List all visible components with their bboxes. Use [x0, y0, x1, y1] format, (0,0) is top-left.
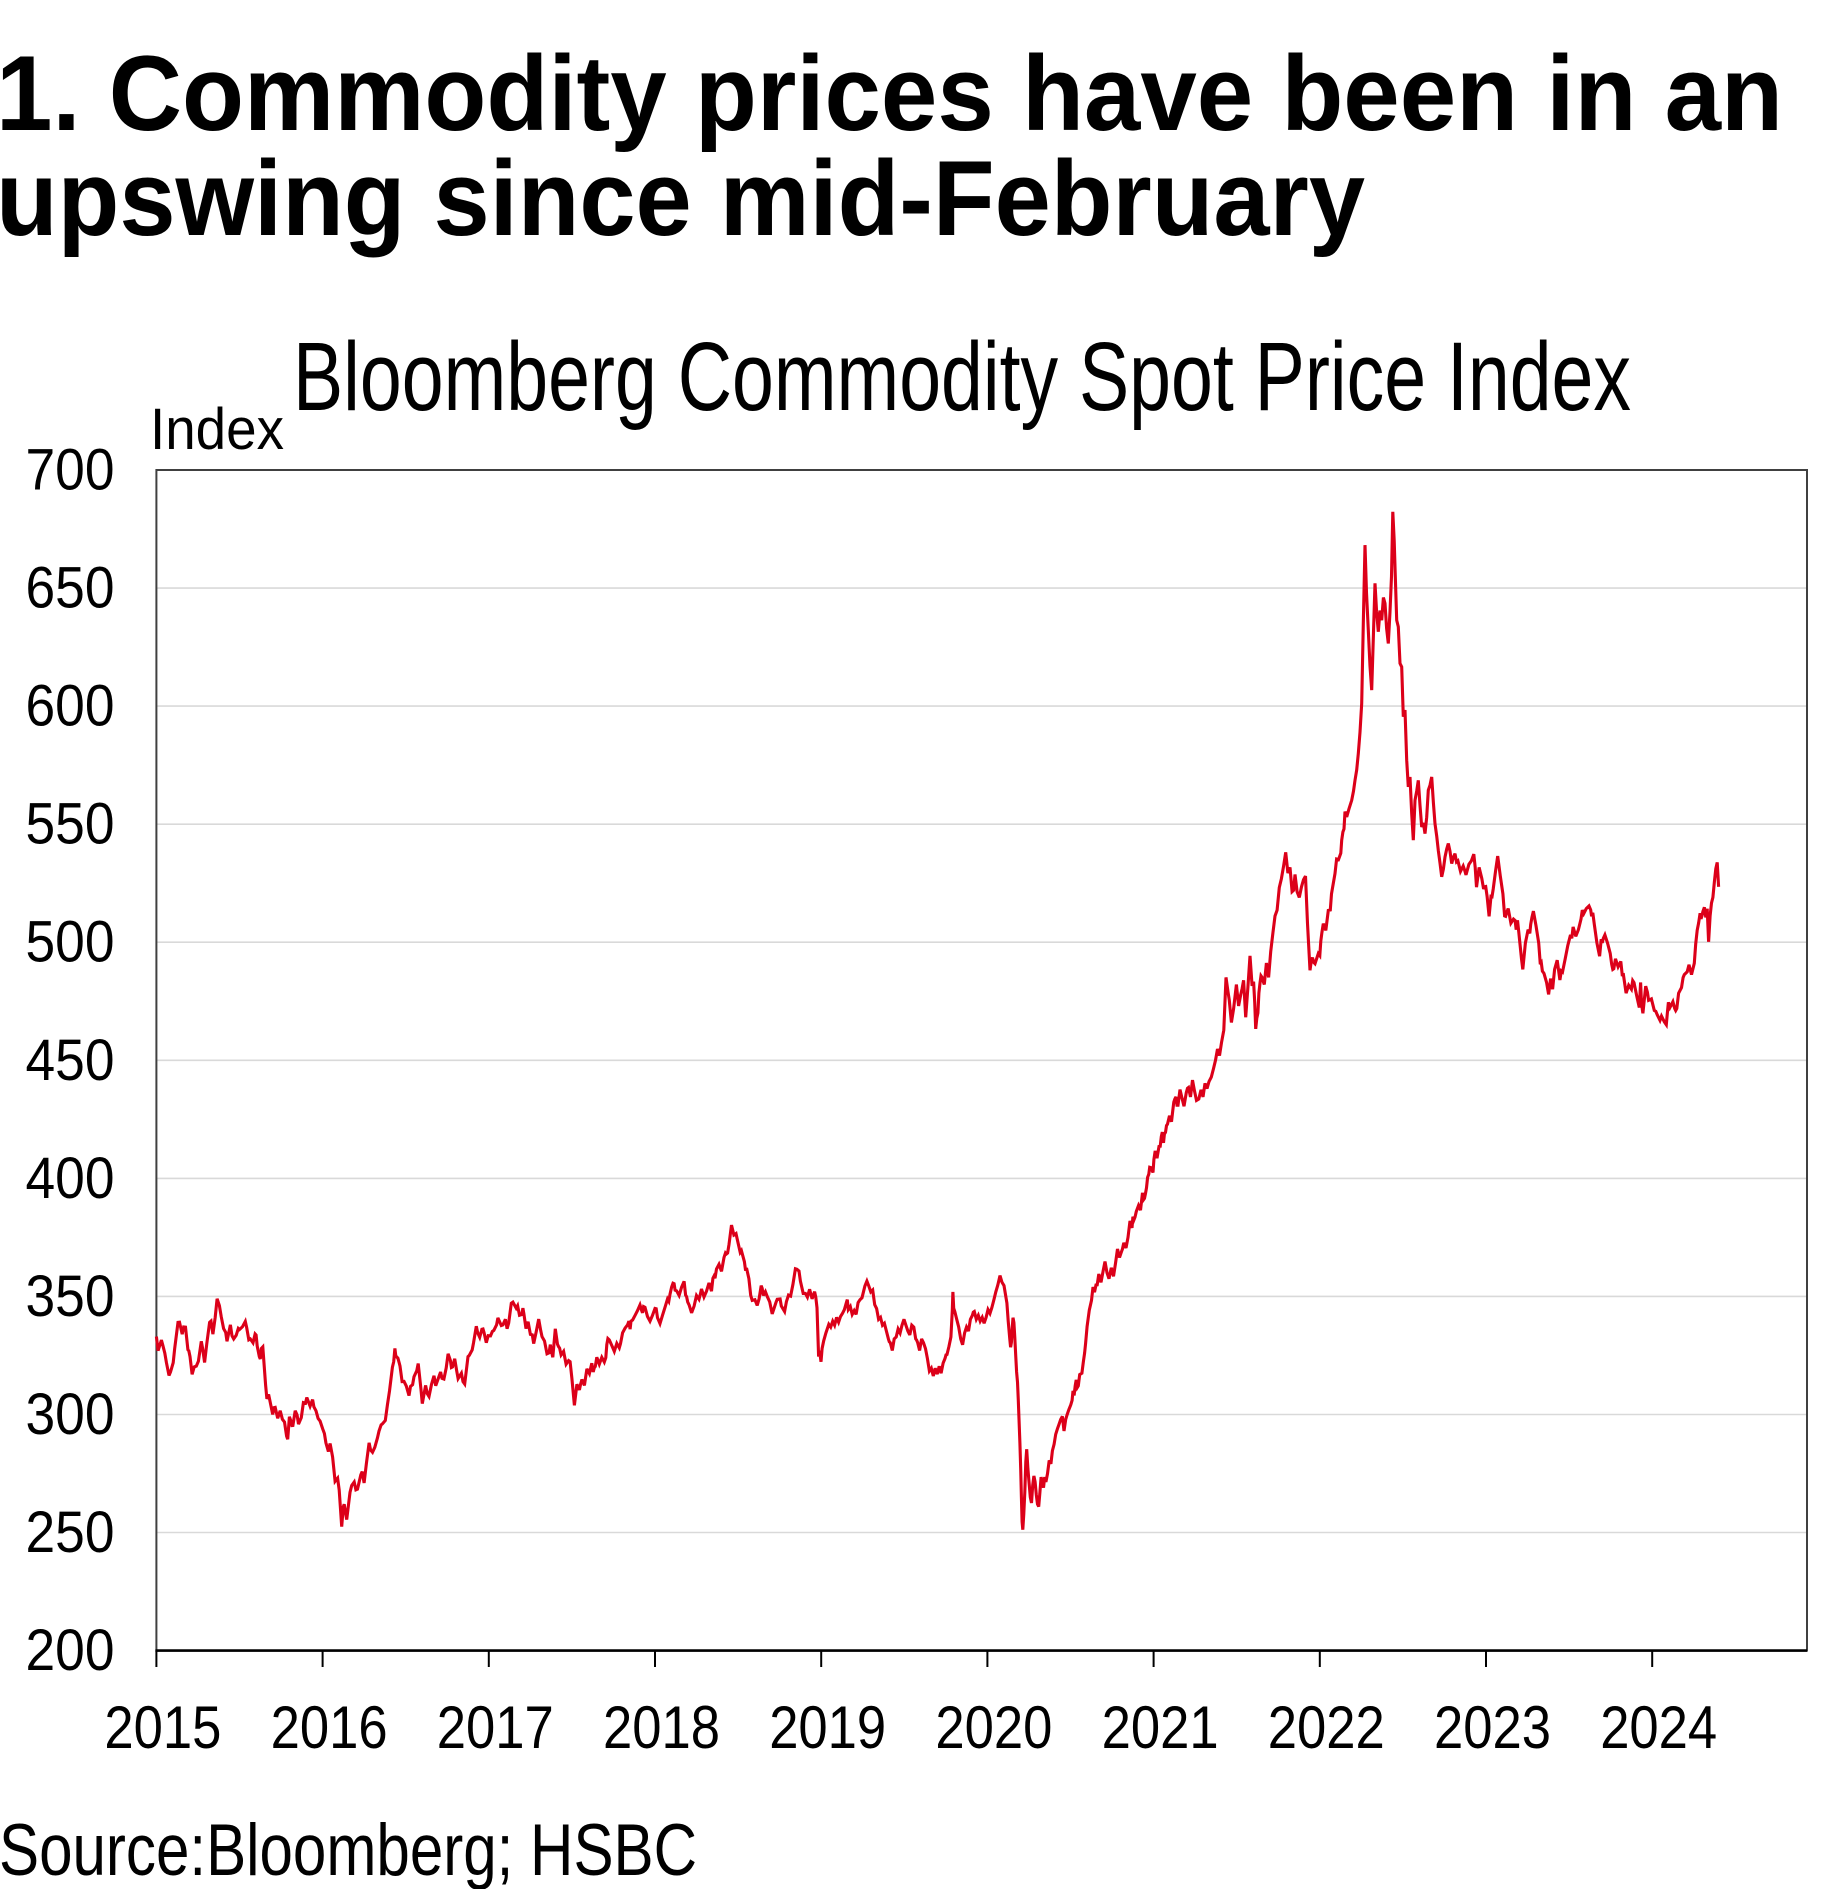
svg-text:700: 700 [26, 438, 115, 503]
svg-text:500: 500 [26, 910, 115, 975]
svg-text:350: 350 [26, 1264, 115, 1329]
svg-text:250: 250 [26, 1500, 115, 1565]
svg-text:2023: 2023 [1434, 1694, 1551, 1761]
svg-text:2024: 2024 [1600, 1694, 1717, 1761]
svg-text:2022: 2022 [1268, 1694, 1385, 1761]
svg-text:Index: Index [150, 397, 284, 462]
svg-text:Bloomberg Commodity Spot Price: Bloomberg Commodity Spot Price Index [293, 322, 1631, 431]
svg-text:Source:Bloomberg; HSBC: Source:Bloomberg; HSBC [0, 1810, 697, 1889]
svg-text:2016: 2016 [271, 1694, 388, 1761]
svg-text:400: 400 [26, 1146, 115, 1211]
svg-text:2021: 2021 [1102, 1694, 1219, 1761]
svg-text:600: 600 [26, 674, 115, 739]
svg-text:upswing since mid-February: upswing since mid-February [0, 138, 1365, 258]
svg-text:450: 450 [26, 1028, 115, 1093]
svg-text:550: 550 [26, 792, 115, 857]
svg-text:2018: 2018 [603, 1694, 720, 1761]
svg-text:200: 200 [26, 1618, 115, 1683]
svg-text:300: 300 [26, 1382, 115, 1447]
svg-text:2017: 2017 [437, 1694, 554, 1761]
svg-text:1. Commodity prices have been: 1. Commodity prices have been in an [0, 33, 1783, 153]
svg-text:2019: 2019 [769, 1694, 886, 1761]
svg-text:650: 650 [26, 556, 115, 621]
svg-text:2015: 2015 [104, 1694, 221, 1761]
svg-text:2020: 2020 [935, 1694, 1052, 1761]
